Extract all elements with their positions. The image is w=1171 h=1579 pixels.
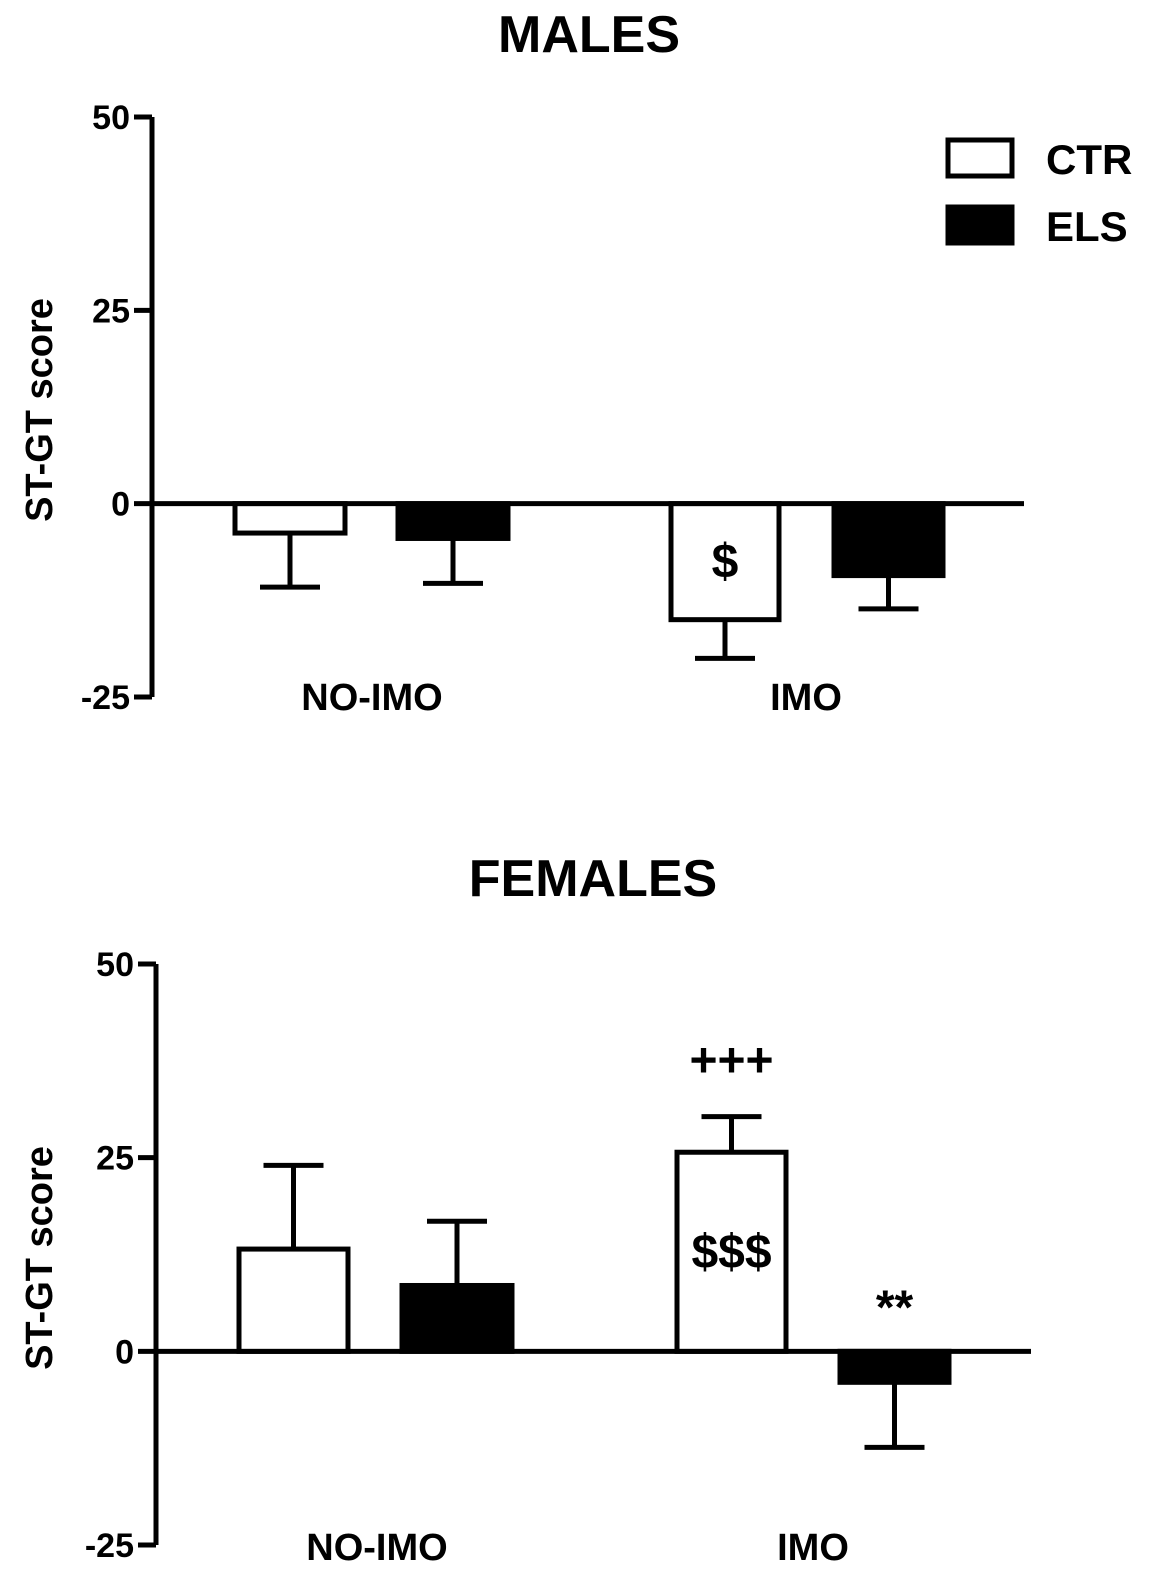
legend-label-els: ELS (1046, 203, 1128, 250)
y-tick-label: 0 (111, 486, 130, 524)
bar-ctr-imo (668, 501, 782, 623)
bar-ctr-imo (674, 1149, 789, 1354)
chart-title: FEMALES (469, 850, 717, 908)
y-tick-label: 50 (92, 99, 130, 137)
bar-els-no-imo (395, 501, 511, 541)
y-axis-label: ST-GT score (19, 298, 61, 522)
y-tick-label: 25 (96, 1140, 134, 1178)
bar-els-imo (831, 501, 946, 579)
chart-title: MALES (498, 6, 680, 64)
y-tick-label: -25 (81, 679, 130, 717)
significance-annotation: $ (712, 536, 739, 589)
y-tick-label: -25 (85, 1527, 134, 1565)
category-label: NO-IMO (306, 1527, 447, 1569)
legend-swatch-els (945, 204, 1015, 246)
category-label: IMO (770, 677, 842, 719)
bar-els-imo (837, 1348, 952, 1385)
legend-label-ctr: CTR (1046, 136, 1132, 183)
bar-ctr-no-imo (236, 1246, 351, 1354)
legend: CTR ELS (945, 136, 1132, 250)
significance-annotation: ** (876, 1281, 914, 1334)
category-label: NO-IMO (301, 677, 442, 719)
males-panel: MALES -25 0 25 50 ST-GT score NO-IMO IMO $ CTR ELS (19, 6, 1132, 719)
significance-annotation: $$$ (691, 1226, 771, 1279)
y-tick-label: 25 (92, 292, 130, 330)
y-axis-label: ST-GT score (19, 1146, 61, 1370)
y-tick-label: 50 (96, 946, 134, 984)
y-tick-label: 0 (115, 1333, 134, 1371)
females-panel: FEMALES -25 0 25 50 ST-GT score NO-IMO IMO +++ $$… (19, 850, 1031, 1569)
significance-annotation: +++ (689, 1035, 773, 1088)
bar-ctr-no-imo (232, 501, 348, 536)
legend-swatch-ctr (945, 137, 1015, 179)
bar-els-no-imo (399, 1282, 515, 1354)
category-label: IMO (777, 1527, 849, 1569)
